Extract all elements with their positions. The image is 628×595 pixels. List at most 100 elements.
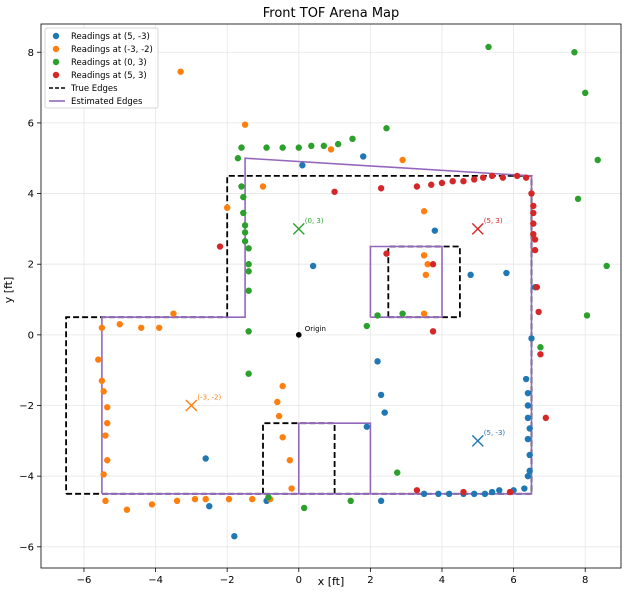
data-point-series-3	[603, 262, 610, 270]
data-point-series-1	[481, 490, 489, 498]
x-tick-label: −4	[148, 575, 163, 586]
position-label: (0, 3)	[305, 217, 324, 225]
data-point-series-1	[309, 262, 317, 270]
data-point-series-1	[381, 409, 388, 416]
data-point-series-3	[300, 504, 308, 512]
data-point-series-1	[488, 488, 496, 496]
data-point-series-3	[583, 312, 591, 319]
data-point-series-4	[471, 176, 478, 183]
data-point-series-3	[245, 268, 252, 275]
data-point-series-4	[377, 185, 385, 192]
data-point-series-2	[98, 324, 106, 331]
data-point-series-1	[526, 425, 533, 432]
data-point-series-3	[394, 469, 401, 476]
data-point-series-2	[202, 495, 209, 503]
data-point-series-1	[374, 358, 381, 365]
data-point-series-3	[241, 222, 249, 229]
data-point-series-1	[420, 490, 428, 498]
origin-label: Origin	[305, 325, 326, 333]
y-tick-label: −6	[19, 542, 34, 553]
data-point-series-3	[537, 344, 544, 351]
data-point-series-2	[288, 485, 295, 492]
data-point-series-4	[530, 202, 537, 210]
legend-label: Readings at (0, 3)	[71, 58, 147, 68]
data-point-series-2	[327, 146, 335, 153]
position-label: (-3, -2)	[197, 394, 221, 402]
data-point-series-1	[526, 451, 533, 459]
data-point-series-2	[223, 204, 231, 211]
data-point-series-4	[506, 488, 514, 496]
data-point-series-4	[530, 230, 537, 238]
y-tick-label: 6	[28, 118, 34, 129]
data-point-series-1	[471, 490, 478, 498]
data-point-series-4	[535, 308, 542, 316]
data-point-series-4	[533, 283, 541, 291]
data-point-series-3	[594, 156, 601, 164]
data-point-series-3	[234, 155, 242, 162]
data-point-series-2	[420, 310, 428, 317]
data-point-series-4	[522, 174, 530, 181]
data-point-series-4	[537, 351, 544, 358]
data-point-series-4	[429, 261, 437, 268]
estimated-edge-line	[369, 245, 443, 318]
data-point-series-4	[438, 179, 446, 187]
data-point-series-3	[241, 238, 249, 245]
data-point-series-3	[399, 310, 406, 317]
data-point-series-3	[245, 370, 252, 377]
data-point-series-1	[360, 153, 367, 160]
data-point-series-1	[524, 414, 532, 422]
data-point-series-2	[279, 434, 286, 441]
data-point-series-1	[526, 467, 533, 475]
legend-label: Estimated Edges	[71, 97, 143, 107]
legend-marker	[52, 71, 60, 79]
legend-label: Readings at (-3, -2)	[71, 45, 153, 55]
data-point-series-2	[241, 121, 249, 128]
data-point-series-1	[431, 227, 439, 234]
data-point-series-2	[177, 68, 184, 75]
plot-area: Origin (0, 3) (5, 3) (-3, -2) (5, -3) −6 −4 −2 0…	[19, 23, 622, 586]
data-point-series-2	[104, 419, 111, 427]
data-point-series-2	[424, 261, 431, 268]
data-point-series-2	[170, 310, 177, 317]
data-point-series-4	[488, 172, 496, 180]
y-tick-label: 0	[28, 330, 34, 341]
data-point-series-3	[245, 245, 252, 252]
data-point-series-3	[279, 144, 286, 151]
data-point-series-4	[530, 209, 537, 217]
data-point-series-3	[265, 494, 272, 501]
data-point-series-2	[286, 457, 294, 464]
data-point-series-3	[238, 144, 245, 151]
data-point-series-2	[399, 156, 406, 164]
x-tick-label: −6	[77, 575, 92, 586]
data-point-series-2	[422, 271, 430, 279]
data-point-series-1	[202, 455, 209, 462]
data-point-series-3	[349, 135, 356, 143]
data-point-series-2	[123, 506, 131, 513]
data-point-series-3	[240, 209, 247, 217]
data-point-series-3	[374, 312, 381, 319]
x-tick-label: 0	[296, 575, 302, 586]
data-point-series-3	[574, 195, 582, 203]
data-point-series-4	[460, 177, 467, 185]
data-point-series-4	[542, 414, 550, 422]
data-point-series-2	[274, 398, 281, 406]
data-point-series-3	[263, 144, 270, 151]
data-point-series-2	[104, 404, 111, 411]
data-point-series-1	[363, 423, 371, 430]
data-point-series-1	[521, 485, 528, 492]
data-point-series-1	[528, 335, 535, 342]
y-tick-label: −4	[19, 472, 34, 483]
position-x-marker	[471, 434, 484, 447]
data-point-series-4	[531, 236, 539, 243]
data-point-series-2	[420, 208, 428, 215]
data-point-series-1	[522, 375, 530, 383]
y-tick-label: −2	[19, 401, 34, 412]
data-point-series-4	[413, 487, 421, 494]
legend-box	[44, 27, 159, 109]
data-point-series-4	[413, 183, 421, 190]
data-point-series-2	[104, 457, 111, 464]
data-point-series-2	[95, 356, 102, 363]
data-point-series-2	[191, 495, 199, 503]
data-point-series-4	[479, 174, 487, 181]
y-tick-label: 4	[28, 189, 34, 200]
